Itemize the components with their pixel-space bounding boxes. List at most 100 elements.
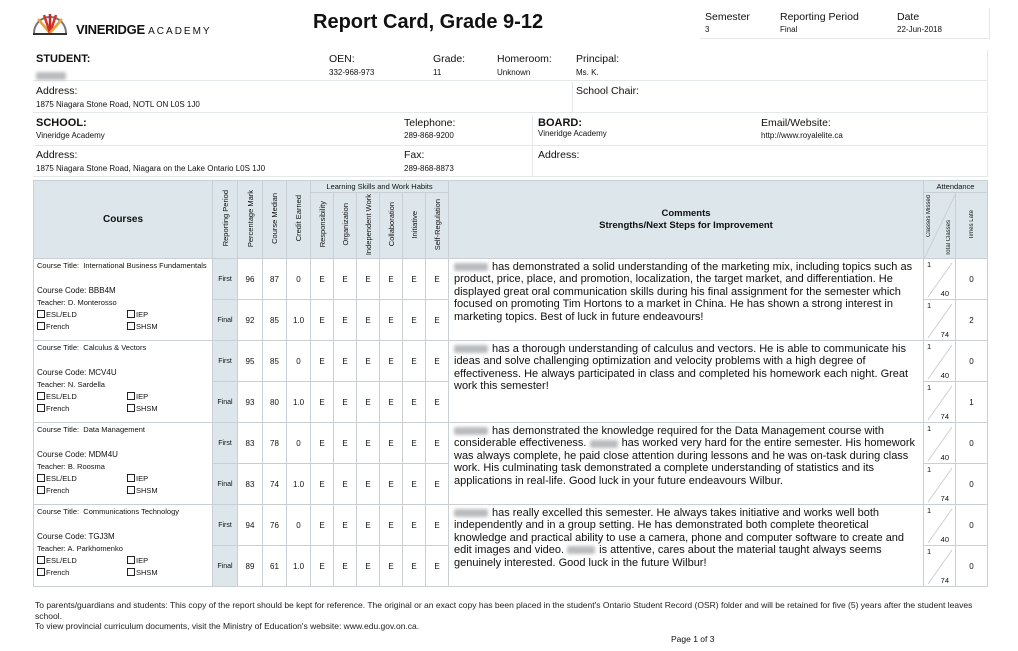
checkbox-shsm[interactable]: SHSM: [127, 403, 207, 415]
attendance-header: Attendance: [923, 180, 988, 193]
student-address-box: [33, 82, 573, 113]
percentage-mark: 92: [237, 299, 263, 341]
homeroom-value: Unknown: [497, 68, 531, 77]
course-median: 78: [262, 422, 287, 464]
course-median: 76: [262, 504, 287, 546]
percentage-mark-header: Percentage Mark: [237, 180, 263, 259]
skill-rating: E: [425, 381, 449, 423]
classes-attendance: 1 74: [923, 299, 956, 341]
checkbox-french[interactable]: French: [37, 321, 127, 333]
date-value: 22-Jun-2018: [897, 25, 942, 34]
reporting-period: First: [212, 340, 238, 382]
course-median: 87: [262, 258, 287, 300]
skill-rating: E: [333, 340, 357, 382]
course-title: Course Title: Communications Technology: [37, 507, 180, 516]
times-late: 1: [955, 381, 988, 423]
credit-earned: 1.0: [286, 545, 311, 587]
times-late: 0: [955, 422, 988, 464]
grade-row: Final 89 61 1.0 E E E E E E 1 74 0: [34, 545, 988, 587]
course-code: Course Code: MCV4U: [37, 368, 117, 377]
checkbox-esl-eld[interactable]: ESL/ELD: [37, 473, 127, 485]
percentage-mark: 93: [237, 381, 263, 423]
school-address-box: [33, 147, 533, 177]
school-label: SCHOOL:: [36, 117, 87, 129]
skill-rating: E: [402, 422, 426, 464]
skill-rating: E: [333, 504, 357, 546]
course-code: Course Code: TGJ3M: [37, 532, 115, 541]
reporting-period: Final: [212, 381, 238, 423]
brand-name: VINERIDGE ACADEMY: [76, 22, 212, 37]
skill-rating: E: [402, 381, 426, 423]
skill-rating: E: [333, 381, 357, 423]
oen-value: 332-968-973: [329, 68, 375, 77]
times-late: 0: [955, 258, 988, 300]
telephone-label: Telephone:: [404, 117, 456, 129]
checkbox-shsm[interactable]: SHSM: [127, 485, 207, 497]
course-teacher: Teacher: D. Monterosso: [37, 298, 117, 307]
course-info: Course Title: International Business Fun…: [33, 258, 213, 341]
checkbox-shsm[interactable]: SHSM: [127, 321, 207, 333]
course-comment: has demonstrated a solid understanding o…: [448, 258, 924, 341]
checkbox-esl-eld[interactable]: ESL/ELD: [37, 555, 127, 567]
course-title: Course Title: Data Management: [37, 425, 145, 434]
student-row: [33, 50, 988, 81]
skill-rating: E: [425, 299, 449, 341]
skill-rating: E: [356, 258, 380, 300]
checkbox-french[interactable]: French: [37, 403, 127, 415]
skill-rating: E: [379, 258, 403, 300]
percentage-mark: 95: [237, 340, 263, 382]
credit-earned: 1.0: [286, 299, 311, 341]
student-address-label: Address:: [36, 85, 78, 97]
checkbox-iep[interactable]: IEP: [127, 473, 207, 485]
checkbox-shsm[interactable]: SHSM: [127, 567, 207, 579]
credit-earned-header: Credit Earned: [286, 180, 311, 259]
skill-rating: E: [356, 381, 380, 423]
classes-header: Classes Missed Total Classes: [923, 192, 956, 259]
principal-value: Ms. K.: [576, 68, 599, 77]
reporting-period: Final: [212, 463, 238, 505]
skill-rating: E: [310, 258, 334, 300]
board-box: [533, 115, 988, 146]
fax-label: Fax:: [404, 149, 425, 161]
checkbox-iep[interactable]: IEP: [127, 555, 207, 567]
grades-table: Courses Reporting Period Percentage Mark…: [33, 180, 988, 587]
grade-row: Course Title: Calculus & Vectors Course …: [33, 340, 988, 423]
student-name-redacted: [454, 345, 488, 354]
board-value: Vineridge Academy: [538, 129, 607, 138]
checkbox-esl-eld[interactable]: ESL/ELD: [37, 309, 127, 321]
skill-rating: E: [333, 463, 357, 505]
website-value[interactable]: http://www.royalelite.ca: [761, 131, 843, 140]
checkbox-iep[interactable]: IEP: [127, 391, 207, 403]
skill-rating: E: [356, 504, 380, 546]
checkbox-french[interactable]: French: [37, 485, 127, 497]
skill-header: Independent Work: [356, 192, 380, 259]
course-median: 85: [262, 299, 287, 341]
skill-rating: E: [379, 340, 403, 382]
times-late: 0: [955, 340, 988, 382]
checkbox-french[interactable]: French: [37, 567, 127, 579]
brand-sub: ACADEMY: [148, 26, 212, 37]
grade-row: Final 83 74 1.0 E E E E E E 1 74 0: [34, 463, 988, 505]
student-name-redacted: [454, 509, 488, 518]
skill-rating: E: [402, 258, 426, 300]
skill-header: Collaboration: [379, 192, 403, 259]
times-late: 0: [955, 504, 988, 546]
skill-rating: E: [379, 381, 403, 423]
grade-row: Course Title: Communications Technology …: [33, 504, 988, 587]
skill-rating: E: [402, 504, 426, 546]
skill-rating: E: [402, 340, 426, 382]
checkbox-iep[interactable]: IEP: [127, 309, 207, 321]
skill-rating: E: [356, 340, 380, 382]
skill-rating: E: [310, 545, 334, 587]
student-name-redacted: [36, 67, 66, 85]
skill-rating: E: [379, 504, 403, 546]
checkbox-esl-eld[interactable]: ESL/ELD: [37, 391, 127, 403]
skill-rating: E: [379, 422, 403, 464]
fax-value: 289-868-8873: [404, 164, 454, 173]
school-address-label: Address:: [36, 149, 78, 161]
school-box: [33, 115, 533, 146]
school-logo: [33, 14, 67, 35]
credit-earned: 0: [286, 258, 311, 300]
telephone-value: 289-868-9200: [404, 131, 454, 140]
footer-note: To parents/guardians and students: This …: [35, 600, 985, 632]
